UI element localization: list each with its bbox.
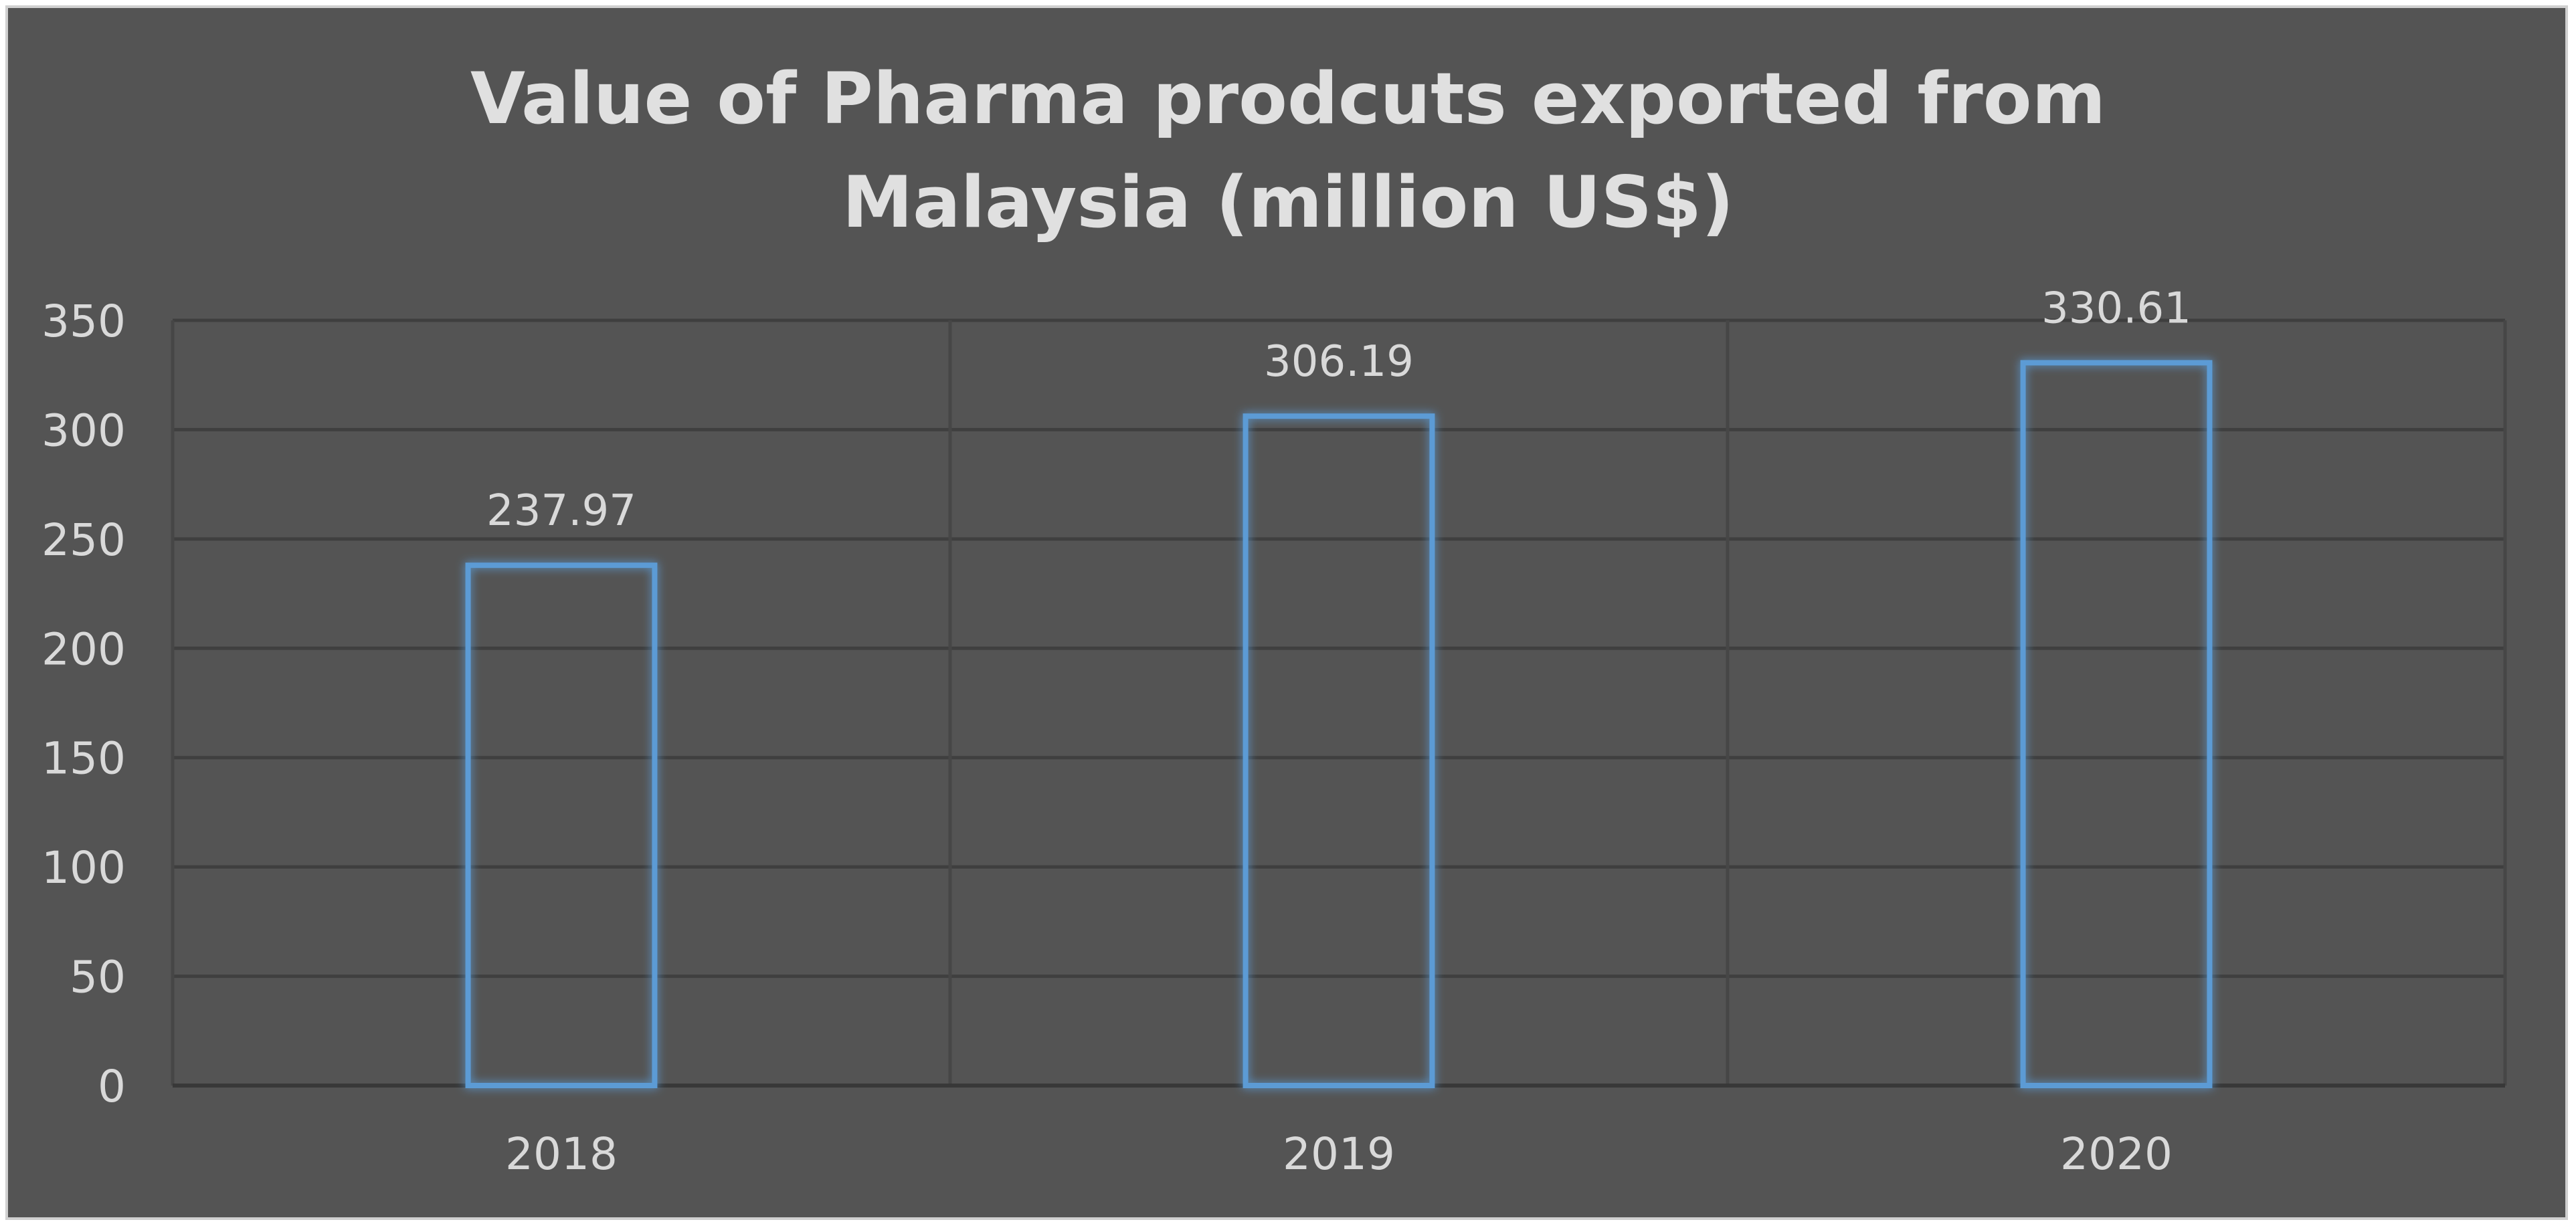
bar — [465, 562, 658, 1088]
chart-title: Value of Pharma prodcuts exported from M… — [470, 58, 2106, 243]
y-tick-label: 350 — [41, 296, 126, 347]
chart-frame — [5, 5, 2568, 1220]
x-tick-label: 2018 — [505, 1128, 618, 1180]
y-tick-label: 300 — [41, 405, 126, 456]
data-label: 330.61 — [2041, 284, 2191, 333]
x-tick-label: 2019 — [1283, 1128, 1395, 1180]
y-tick-label: 0 — [98, 1061, 126, 1112]
data-label: 237.97 — [486, 486, 636, 536]
x-tick-label: 2020 — [2060, 1128, 2173, 1180]
bar — [2020, 360, 2213, 1089]
y-tick-label: 100 — [41, 842, 126, 894]
y-tick-label: 250 — [41, 514, 126, 566]
y-tick-label: 50 — [70, 952, 126, 1003]
y-tick-label: 150 — [41, 733, 126, 785]
y-tick-label: 200 — [41, 623, 126, 675]
data-label: 306.19 — [1264, 337, 1414, 387]
bar — [1243, 413, 1435, 1088]
